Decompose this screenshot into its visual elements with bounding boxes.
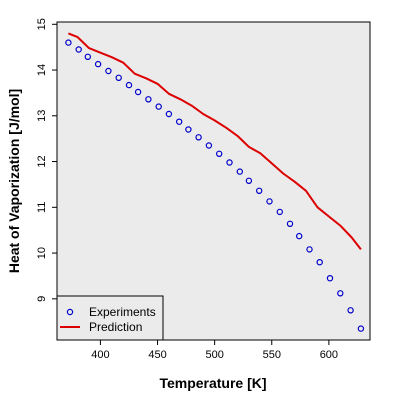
data-point-experiments <box>185 126 192 133</box>
data-point-experiments <box>215 150 223 157</box>
data-point-experiments <box>306 246 313 253</box>
data-point-experiments <box>316 259 323 266</box>
y-tick-label: 14 <box>36 64 48 76</box>
data-point-experiments <box>125 81 133 89</box>
x-tick-label: 500 <box>205 349 223 361</box>
data-point-experiments <box>347 307 354 314</box>
legend: Experiments Prediction <box>56 295 164 341</box>
data-point-experiments <box>115 74 122 82</box>
data-point-experiments <box>296 232 303 240</box>
data-point-experiments <box>145 96 152 103</box>
data-point-experiments <box>205 142 213 149</box>
data-point-experiments <box>286 220 294 227</box>
data-point-experiments <box>357 325 365 332</box>
y-axis-title: Heat of Vaporization [J/mol] <box>6 89 22 273</box>
x-tick-label: 550 <box>263 349 281 361</box>
data-point-experiments <box>165 110 173 118</box>
y-tick-label: 12 <box>36 155 48 167</box>
plot-background <box>57 22 370 340</box>
data-point-experiments <box>84 53 92 61</box>
y-tick-label: 15 <box>36 18 48 30</box>
x-axis: 400 450 500 550 600 <box>91 340 338 361</box>
data-point-experiments <box>175 118 183 125</box>
data-point-experiments <box>256 187 263 194</box>
legend-marker-experiments <box>66 308 74 316</box>
x-axis-title: Temperature [K] <box>159 375 266 391</box>
data-point-experiments <box>276 208 283 216</box>
data-point-experiments <box>65 39 72 46</box>
legend-label-prediction: Prediction <box>89 320 142 334</box>
y-tick-label: 11 <box>36 202 48 213</box>
data-point-experiments <box>94 60 102 68</box>
data-point-experiments <box>266 198 273 205</box>
chart-marks <box>65 32 365 332</box>
data-point-experiments <box>155 103 162 110</box>
y-tick-label: 10 <box>36 247 48 259</box>
legend-label-experiments: Experiments <box>89 305 156 319</box>
series-line-prediction <box>68 32 362 251</box>
y-tick-label: 13 <box>36 110 48 122</box>
data-point-experiments <box>326 275 334 282</box>
data-point-experiments <box>195 134 202 141</box>
y-axis: 9 10 11 12 13 14 15 <box>36 18 57 302</box>
x-tick-label: 450 <box>148 349 166 361</box>
data-point-experiments <box>226 159 233 166</box>
data-point-experiments <box>75 46 82 53</box>
data-point-experiments <box>245 177 253 184</box>
data-point-experiments <box>134 88 142 96</box>
data-point-experiments <box>337 290 344 297</box>
x-tick-label: 400 <box>91 349 109 361</box>
legend-box <box>56 295 164 341</box>
data-point-experiments <box>236 168 243 175</box>
plot-frame <box>56 21 371 341</box>
data-point-experiments <box>105 67 112 75</box>
y-tick-label: 9 <box>36 296 48 302</box>
x-tick-label: 600 <box>320 349 338 361</box>
